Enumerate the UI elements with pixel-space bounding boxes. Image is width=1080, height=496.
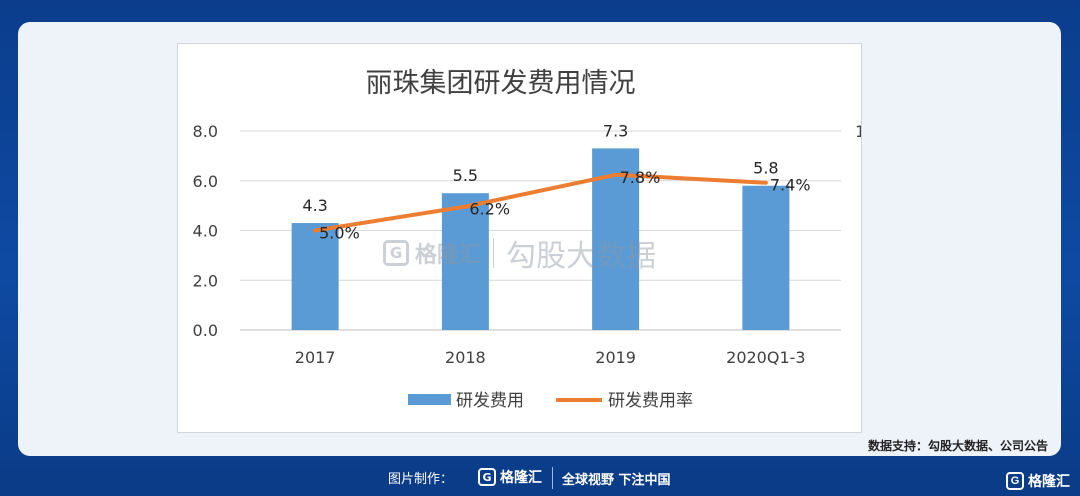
line-data-label: 6.2% [469,200,510,219]
x-tick-label: 2020Q1-3 [726,348,805,367]
corner-brand: G 格隆汇 [1006,470,1070,492]
footer-credit: 图片制作： [388,472,454,487]
x-tick-label: 2018 [445,348,486,367]
bar-data-label: 4.3 [302,196,327,215]
watermark-brand: 格隆汇 [415,243,482,268]
watermark: G 格隆汇 勾股大数据 [383,231,656,275]
bar [291,223,339,330]
footer-brand: G 格隆汇 [478,466,542,488]
watermark-text: 勾股大数据 [506,239,657,274]
legend-swatch-bar [408,394,451,405]
footer-brand-name: 格隆汇 [500,470,542,486]
y-left-tick-label: 0.0 [193,321,218,340]
corner-brand-name: 格隆汇 [1028,473,1070,489]
chart-svg: 丽珠集团研发费用情况0.02.04.06.08.00.0%2.0%4.0%6.0… [193,68,906,411]
bar [742,185,790,330]
watermark-divider [493,238,495,268]
y-left-tick-label: 8.0 [193,122,218,141]
line-data-label: 7.8% [620,168,661,187]
bar-data-label: 5.5 [453,166,478,185]
chart-title: 丽珠集团研发费用情况 [366,68,636,99]
legend-label: 研发费用率 [608,391,693,411]
footer-slogan: 全球视野 下注中国 [562,473,671,488]
line-data-label: 7.4% [770,176,811,195]
chart-container: 丽珠集团研发费用情况0.02.04.06.08.00.0%2.0%4.0%6.0… [177,43,906,433]
y-right-tick-label: 10.0% [855,122,861,141]
y-left-tick-label: 2.0 [193,271,218,290]
legend-label: 研发费用 [456,391,524,411]
gelonghui-logo-icon: G [1006,472,1024,490]
footer: 图片制作： G 格隆汇 全球视野 下注中国 [0,463,1080,493]
y-left-tick-label: 4.0 [193,222,218,241]
gelonghui-logo-icon: G [383,240,409,266]
bar [441,193,489,330]
x-tick-label: 2019 [595,348,636,367]
data-source: 数据支持：勾股大数据、公司公告 [867,439,1048,453]
line-series [313,172,768,233]
bar-data-label: 7.3 [603,121,628,140]
y-left-tick-label: 6.0 [193,172,218,191]
footer-divider [552,467,553,489]
line-data-label: 5.0% [319,224,360,243]
x-tick-label: 2017 [295,348,336,367]
bar-data-label: 5.8 [753,159,778,178]
gelonghui-logo-icon: G [478,468,496,486]
